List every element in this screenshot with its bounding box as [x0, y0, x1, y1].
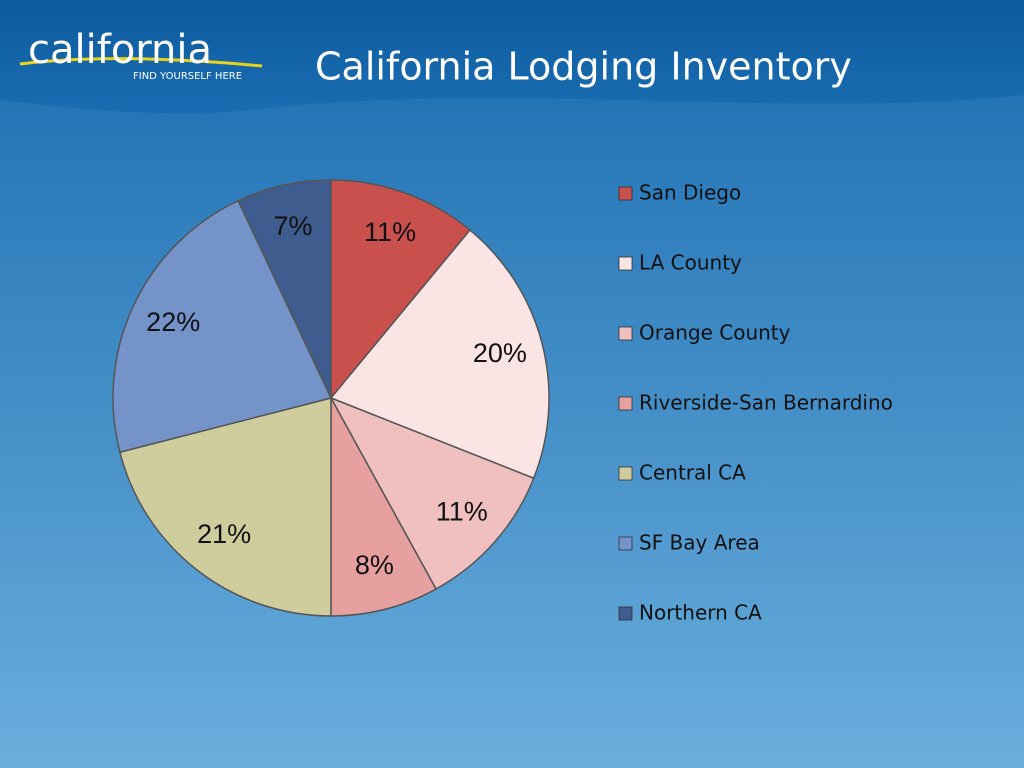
chart-title: California Lodging Inventory: [315, 45, 852, 89]
legend-swatch: [618, 466, 633, 481]
legend-label: Orange County: [639, 321, 791, 345]
legend-label: SF Bay Area: [639, 531, 760, 555]
legend-swatch: [618, 536, 633, 551]
data-label: 22%: [146, 307, 200, 337]
pie-slice: [330, 397, 438, 617]
legend-swatch: [618, 606, 633, 621]
data-label: 11%: [364, 217, 416, 247]
data-label: 11%: [436, 496, 488, 526]
data-label: 21%: [197, 519, 251, 549]
logo-text: california: [28, 27, 212, 73]
header-band: [0, 0, 1024, 114]
pie-slice: [330, 179, 472, 401]
legend-swatch: [618, 186, 633, 201]
legend-label: San Diego: [639, 181, 741, 205]
legend-swatch: [618, 396, 633, 411]
legend-label: Northern CA: [639, 601, 762, 625]
logo-tagline: FIND YOURSELF HERE: [133, 71, 242, 82]
logo-swoosh: [19, 57, 263, 68]
legend-label: LA County: [639, 251, 742, 275]
pie-slice: [118, 397, 332, 617]
data-label: 20%: [473, 338, 527, 368]
legend-label: Central CA: [639, 461, 746, 485]
legend-swatch: [618, 256, 633, 271]
legend-label: Riverside-San Bernardino: [639, 391, 893, 415]
pie-slice: [329, 396, 535, 591]
legend-swatch: [618, 326, 633, 341]
pie-slice: [112, 199, 333, 454]
pie-slice: [329, 228, 550, 480]
pie-slice: [237, 179, 332, 399]
data-label: 7%: [273, 211, 312, 241]
data-label: 8%: [355, 550, 394, 580]
